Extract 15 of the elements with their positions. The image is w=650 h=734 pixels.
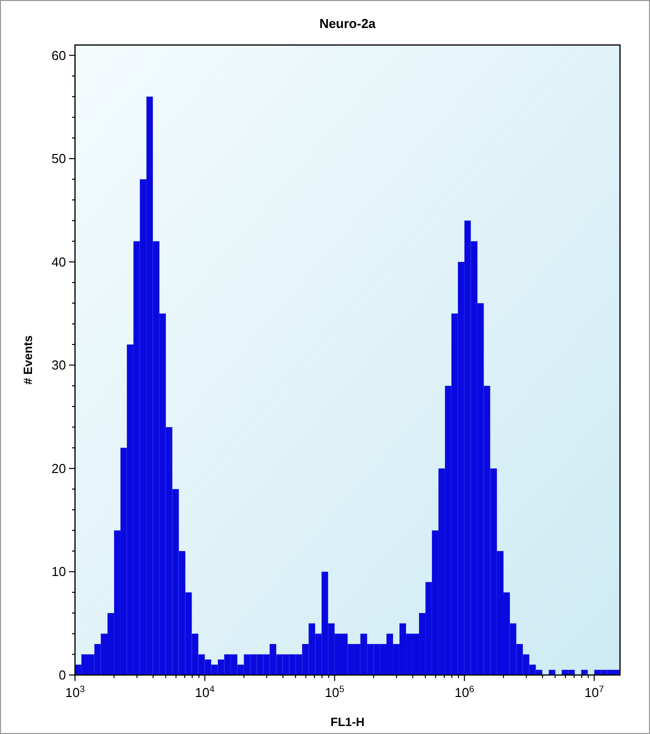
y-tick-label: 20 (52, 460, 66, 476)
chart-title: Neuro-2a (319, 16, 376, 31)
y-tick-label: 60 (52, 48, 66, 63)
x-tick-label: 10$^{5}$ (324, 684, 344, 700)
y-tick-label: 0 (58, 668, 66, 682)
y-tick-label: 40 (52, 254, 66, 270)
x-axis-title: FL1-H (330, 715, 364, 729)
x-tick-label: 10$^{7}$ (584, 684, 604, 700)
x-tick-label: 10$^{6}$ (454, 684, 474, 700)
y-tick-label: 10 (52, 564, 66, 580)
x-tick-label: 10$^{3}$ (65, 684, 85, 700)
y-tick-label: 30 (52, 358, 66, 373)
y-axis-title: # Events (21, 334, 35, 385)
x-tick-label: 10$^{4}$ (195, 684, 215, 700)
y-tick-label: 50 (52, 151, 66, 166)
